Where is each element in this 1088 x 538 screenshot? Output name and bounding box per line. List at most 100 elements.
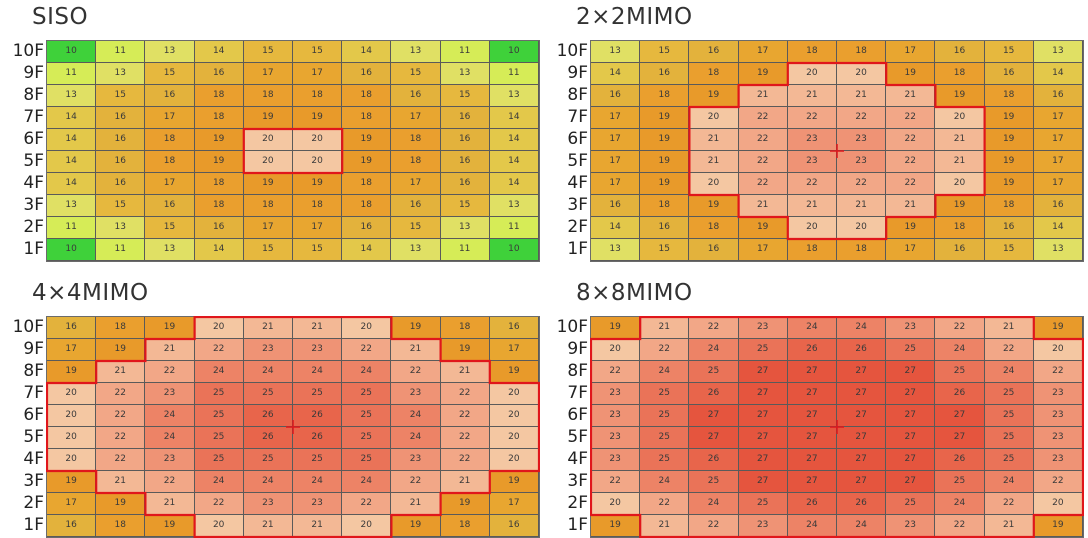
heatmap-cell: 15	[391, 63, 441, 85]
heatmap-cell: 19	[640, 107, 690, 129]
heatmap-cell: 19	[489, 361, 539, 383]
heatmap-cell: 20	[787, 217, 837, 239]
heatmap-cell: 19	[489, 471, 539, 493]
heatmap-cell: 19	[342, 151, 392, 173]
heatmap-cell: 17	[886, 41, 936, 63]
heatmap-cell: 25	[640, 383, 690, 405]
heatmap-cell: 22	[1033, 471, 1083, 493]
heatmap-cell: 25	[194, 449, 244, 471]
heatmap-cell: 22	[440, 449, 490, 471]
floor-label: 1F	[23, 515, 44, 535]
heatmap-cell: 20	[194, 317, 244, 339]
heatmap-cell: 25	[342, 427, 392, 449]
heatmap-cell: 13	[145, 41, 195, 63]
heatmap-cell: 27	[689, 405, 739, 427]
heatmap-cell: 26	[935, 449, 985, 471]
heatmap-cell: 13	[440, 217, 490, 239]
heatmap-cell: 27	[935, 405, 985, 427]
heatmap-cell: 17	[243, 217, 293, 239]
heatmap-cell: 24	[293, 471, 343, 493]
heatmap-cell: 15	[984, 41, 1034, 63]
heatmap-cell: 27	[837, 383, 887, 405]
heatmap-cell: 20	[591, 493, 641, 515]
heatmap-cell: 24	[837, 317, 887, 339]
heatmap-cell: 22	[96, 383, 146, 405]
heatmap-cell: 25	[984, 383, 1034, 405]
heatmap-cell: 24	[342, 471, 392, 493]
heatmap-cell: 26	[935, 383, 985, 405]
heatmap-cell: 23	[738, 515, 788, 537]
heatmap-cell: 18	[984, 195, 1034, 217]
heatmap-cell: 21	[440, 361, 490, 383]
heatmap-cell: 20	[47, 449, 97, 471]
heatmap-cell: 22	[738, 173, 788, 195]
heatmap-cell: 15	[640, 239, 690, 261]
panel-2x2mimo: 2×2MIMO 10F 9F 8F 7F 6F 5F 4F 3F 2F 1F 13 15 16 17 18 1…	[544, 0, 1084, 262]
heatmap-cell: 16	[194, 63, 244, 85]
heatmap-cell: 16	[391, 85, 441, 107]
heatmap-cell: 19	[984, 107, 1034, 129]
heatmap-cell: 19	[984, 151, 1034, 173]
heatmap-cell: 25	[640, 449, 690, 471]
heatmap-cell: 22	[984, 493, 1034, 515]
heatmap-cell: 21	[293, 515, 343, 537]
heatmap-cell: 20	[837, 217, 887, 239]
heatmap-cell: 16	[440, 173, 490, 195]
heatmap-cell: 21	[391, 493, 441, 515]
heatmap-cell: 21	[787, 85, 837, 107]
heatmap-cell: 26	[787, 339, 837, 361]
heatmap-cell: 18	[640, 85, 690, 107]
heatmap-cell: 21	[640, 515, 690, 537]
heatmap-cell: 14	[47, 129, 97, 151]
heatmap-cell: 15	[293, 41, 343, 63]
heatmap-cell: 23	[837, 151, 887, 173]
heatmap-cell: 20	[342, 515, 392, 537]
heatmap-cell: 19	[391, 515, 441, 537]
heatmap-cell: 16	[96, 151, 146, 173]
heatmap-cell: 14	[591, 63, 641, 85]
heatmap-cell: 23	[591, 405, 641, 427]
heatmap-cell: 19	[738, 217, 788, 239]
heatmap-cell: 18	[342, 195, 392, 217]
heatmap-cell: 11	[489, 63, 539, 85]
heatmap-cell: 20	[689, 173, 739, 195]
heatmap-cell: 13	[489, 195, 539, 217]
heatmap-cell: 24	[391, 427, 441, 449]
heatmap-grid: 19 21 22 23 24 24 23 22 21 19 20 22 24 25 26 26 25 24 22 20…	[590, 316, 1084, 538]
heatmap-cell: 16	[47, 317, 97, 339]
heatmap-cell: 11	[47, 217, 97, 239]
heatmap-cell: 21	[640, 317, 690, 339]
heatmap-cell: 16	[342, 217, 392, 239]
heatmap-cell: 18	[787, 41, 837, 63]
heatmap-cell: 22	[194, 339, 244, 361]
heatmap-cell: 21	[837, 85, 887, 107]
heatmap-cell: 22	[194, 493, 244, 515]
heatmap-cell: 25	[738, 493, 788, 515]
floor-label: 5F	[23, 427, 44, 447]
heatmap-cell: 11	[440, 239, 490, 261]
floor-label: 10F	[556, 317, 588, 337]
floor-label: 6F	[23, 129, 44, 149]
heatmap-cell: 27	[935, 427, 985, 449]
heatmap-cell: 15	[96, 195, 146, 217]
floor-label: 3F	[567, 195, 588, 215]
heatmap-cell: 16	[96, 129, 146, 151]
heatmap-cell: 19	[47, 361, 97, 383]
heatmap-cell: 19	[1033, 317, 1083, 339]
heatmap-cell: 14	[342, 239, 392, 261]
heatmap-cell: 19	[194, 151, 244, 173]
heatmap-cell: 16	[591, 85, 641, 107]
heatmap-cell: 22	[440, 427, 490, 449]
heatmap-cell: 25	[194, 383, 244, 405]
heatmap-cell: 23	[1033, 383, 1083, 405]
floor-label: 5F	[567, 427, 588, 447]
heatmap-cell: 27	[787, 471, 837, 493]
heatmap-cell: 24	[391, 405, 441, 427]
heatmap-cell: 27	[837, 449, 887, 471]
heatmap-cell: 20	[935, 173, 985, 195]
heatmap-cell: 15	[145, 217, 195, 239]
floor-label: 8F	[23, 85, 44, 105]
heatmap-cell: 19	[145, 317, 195, 339]
heatmap-cell: 25	[342, 383, 392, 405]
heatmap-cell: 25	[293, 449, 343, 471]
